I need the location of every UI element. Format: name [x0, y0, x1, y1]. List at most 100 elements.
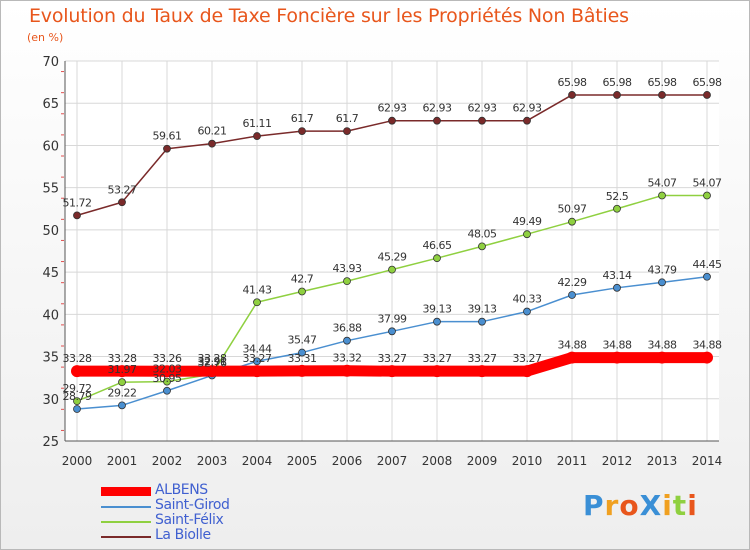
- data-label-saint-girod: 35.47: [288, 334, 317, 347]
- legend-swatch-saint-girod: [101, 506, 151, 508]
- y-tick-label: 60: [42, 139, 59, 154]
- data-label-saint-girod: 43.14: [603, 269, 632, 282]
- legend-swatch-saint-felix: [101, 521, 151, 523]
- data-label-saint-f-lix: 41.43: [243, 283, 272, 296]
- logo-letter: t: [672, 489, 688, 522]
- data-point-la-biolle: [613, 91, 621, 99]
- data-point-saint-f-lix: [613, 204, 621, 213]
- x-tick-label: 2003: [197, 454, 228, 468]
- logo-letter: i: [687, 489, 698, 522]
- y-tick-label: 55: [42, 182, 59, 197]
- data-label-albens: 33.32: [333, 352, 362, 365]
- x-tick-label: 2011: [557, 454, 588, 468]
- data-label-saint-f-lix: 48.05: [468, 227, 497, 240]
- x-tick-label: 2014: [692, 454, 723, 468]
- data-point-la-biolle: [343, 127, 351, 135]
- data-label-la-biolle: 65.98: [603, 76, 632, 89]
- data-label-albens: 33.27: [468, 352, 497, 365]
- data-label-saint-girod: 34.44: [243, 342, 272, 355]
- data-label-albens: 34.88: [558, 339, 587, 352]
- data-label-saint-f-lix: 50.97: [558, 203, 587, 216]
- data-label-la-biolle: 53.27: [108, 183, 137, 196]
- x-tick-label: 2006: [332, 454, 363, 468]
- y-tick-label: 25: [42, 435, 59, 450]
- data-label-la-biolle: 51.72: [63, 196, 92, 209]
- data-point-la-biolle: [478, 116, 486, 125]
- data-point-la-biolle: [253, 132, 261, 140]
- legend-label-albens: ALBENS: [155, 482, 208, 498]
- data-point-saint-f-lix: [73, 397, 81, 406]
- data-point-saint-girod: [343, 336, 351, 345]
- data-point-albens: [611, 351, 623, 364]
- data-label-la-biolle: 59.61: [153, 130, 182, 143]
- data-point-saint-girod: [568, 291, 576, 299]
- data-point-saint-f-lix: [568, 217, 576, 226]
- data-label-saint-f-lix: 43.93: [333, 262, 362, 275]
- data-point-saint-girod: [118, 401, 126, 410]
- x-tick-label: 2005: [287, 454, 318, 468]
- data-point-albens: [701, 351, 713, 364]
- data-point-la-biolle: [388, 116, 396, 125]
- data-point-saint-girod: [613, 283, 621, 292]
- data-point-albens: [476, 365, 488, 378]
- data-point-saint-girod: [478, 317, 486, 326]
- data-point-saint-girod: [253, 357, 261, 366]
- data-point-albens: [296, 364, 308, 377]
- x-tick-label: 2008: [422, 454, 453, 468]
- data-label-albens: 33.31: [288, 352, 317, 365]
- data-label-albens: 33.27: [423, 352, 452, 365]
- data-label-saint-f-lix: 32.91: [198, 355, 227, 368]
- data-point-saint-girod: [433, 317, 441, 326]
- chart-title: Evolution du Taux de Taxe Foncière sur l…: [29, 5, 629, 27]
- data-label-la-biolle: 65.98: [693, 76, 722, 89]
- data-point-albens: [566, 351, 578, 364]
- y-tick-label: 50: [42, 224, 59, 239]
- data-label-albens: 34.88: [648, 339, 677, 352]
- proxiti-logo: ProXiti: [583, 489, 698, 522]
- data-point-saint-f-lix: [163, 377, 171, 386]
- data-label-albens: 33.26: [153, 352, 182, 365]
- data-point-saint-f-lix: [118, 378, 126, 387]
- x-tick-label: 2004: [242, 454, 273, 468]
- logo-letter: o: [619, 489, 640, 522]
- data-label-saint-girod: 40.33: [513, 293, 542, 306]
- data-point-saint-girod: [523, 307, 531, 316]
- data-point-saint-f-lix: [658, 191, 666, 200]
- data-label-saint-girod: 42.29: [558, 276, 587, 289]
- data-label-saint-f-lix: 54.07: [648, 177, 677, 190]
- data-point-saint-f-lix: [388, 265, 396, 274]
- data-point-albens: [431, 365, 443, 378]
- data-point-albens: [341, 364, 353, 377]
- data-point-saint-f-lix: [478, 242, 486, 251]
- logo-letter: P: [583, 489, 605, 522]
- data-label-albens: 34.88: [603, 339, 632, 352]
- data-label-la-biolle: 60.21: [198, 125, 227, 138]
- legend-label-saint-girod: Saint-Girod: [155, 497, 230, 513]
- data-label-saint-girod: 44.45: [693, 258, 722, 271]
- data-label-saint-girod: 32.76: [198, 356, 227, 369]
- data-point-albens: [71, 365, 83, 378]
- data-label-saint-f-lix: 29.72: [63, 382, 92, 395]
- x-tick-label: 2012: [602, 454, 633, 468]
- data-label-saint-girod: 43.79: [648, 263, 677, 276]
- data-label-saint-f-lix: 52.5: [606, 190, 629, 203]
- data-label-saint-f-lix: 42.7: [291, 273, 314, 286]
- data-label-albens: 33.27: [243, 352, 272, 365]
- data-label-la-biolle: 62.93: [378, 102, 407, 115]
- data-point-la-biolle: [523, 116, 531, 125]
- legend-label-la-biolle: La Biolle: [155, 527, 211, 543]
- logo-letter: r: [604, 489, 620, 522]
- data-label-saint-girod: 36.88: [333, 322, 362, 335]
- data-point-saint-girod: [298, 348, 306, 357]
- data-label-saint-f-lix: 54.07: [693, 177, 722, 190]
- y-axis-unit: (en %): [27, 31, 64, 44]
- data-label-saint-f-lix: 31.97: [108, 363, 137, 376]
- data-point-la-biolle: [163, 144, 171, 153]
- data-label-saint-girod: 29.22: [108, 386, 137, 399]
- data-point-saint-f-lix: [343, 277, 351, 286]
- data-label-saint-f-lix: 49.49: [513, 215, 542, 228]
- x-tick-label: 2013: [647, 454, 678, 468]
- data-point-albens: [251, 365, 263, 378]
- data-point-saint-girod: [658, 278, 666, 287]
